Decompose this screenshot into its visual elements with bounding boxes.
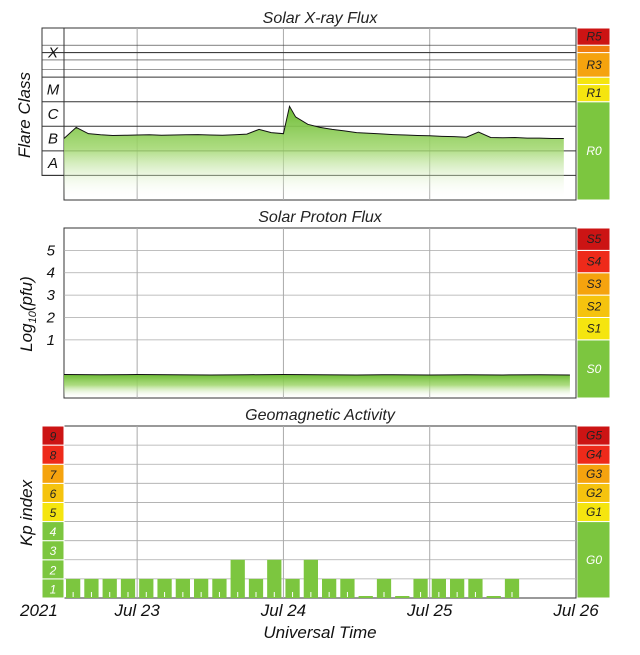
kp-scale-label: G1	[586, 505, 602, 519]
kp-level-label: 2	[49, 563, 57, 577]
kp-level-label: 9	[50, 430, 57, 444]
proton-plot-frame	[64, 228, 576, 398]
proton-ytick: 3	[47, 287, 56, 304]
xray-scale-label: R0	[586, 144, 602, 158]
kp-title: Geomagnetic Activity	[245, 407, 396, 424]
time-axis: 2021 Jul 23 Jul 24 Jul 25 Jul 26	[19, 601, 599, 620]
kp-level-label: 4	[50, 525, 57, 539]
kp-bar	[359, 596, 373, 598]
kp-bar	[395, 596, 409, 598]
proton-ylabel: Log10(pfu)	[17, 276, 39, 352]
kp-scale-label: G3	[586, 467, 602, 481]
kp-plot-frame	[64, 426, 576, 598]
xray-scale-r2	[577, 77, 610, 84]
flare-class-c: C	[48, 106, 59, 123]
xray-ylabel: Flare Class	[15, 72, 34, 158]
xray-scale-label: R3	[586, 58, 602, 72]
kp-bar	[487, 596, 501, 598]
proton-scale-label: S1	[587, 322, 602, 336]
kp-level-label: 3	[50, 544, 57, 558]
flare-class-a: A	[47, 155, 58, 172]
time-tick-label: Jul 26	[552, 601, 599, 620]
xray-scale-r4	[577, 45, 610, 52]
proton-scale-label: S2	[587, 299, 602, 313]
kp-level-label: 6	[50, 487, 57, 501]
xray-title: Solar X-ray Flux	[263, 10, 379, 27]
kp-level-label: 8	[50, 449, 57, 463]
xray-scale-label: R5	[586, 30, 602, 44]
proton-scale-label: S5	[587, 232, 602, 246]
flare-class-b: B	[48, 131, 58, 148]
proton-panel: 1 2 3 4 5 S0 S1 S2 S3 S4 S5	[46, 228, 610, 398]
proton-ytick: 1	[47, 332, 55, 349]
xray-scale-label: R1	[586, 86, 601, 100]
flare-class-x: X	[47, 45, 59, 62]
proton-ytick: 5	[47, 242, 56, 259]
proton-ytick: 2	[46, 309, 56, 326]
proton-scale-label: S0	[587, 362, 602, 376]
flare-class-m: M	[47, 81, 60, 98]
time-tick-label: Jul 24	[260, 601, 306, 620]
time-tick-label: Jul 23	[113, 601, 160, 620]
year-label: 2021	[19, 601, 58, 620]
proton-scale-label: S3	[587, 277, 602, 291]
proton-scale-label: S4	[587, 255, 602, 269]
x-axis-title: Universal Time	[263, 623, 376, 642]
kp-scale-label: G4	[586, 448, 602, 462]
xray-series-area	[64, 106, 564, 200]
kp-level-label: 5	[50, 506, 57, 520]
kp-scale-label: G2	[586, 486, 602, 500]
kp-ylabel: Kp index	[17, 479, 36, 546]
kp-level-label: 1	[50, 582, 57, 596]
proton-series-area	[64, 375, 570, 398]
kp-scale-label: G5	[586, 429, 602, 443]
proton-title: Solar Proton Flux	[258, 209, 383, 226]
proton-ytick: 4	[47, 265, 55, 282]
time-tick-label: Jul 25	[406, 601, 453, 620]
kp-scale-label: G0	[586, 553, 602, 567]
